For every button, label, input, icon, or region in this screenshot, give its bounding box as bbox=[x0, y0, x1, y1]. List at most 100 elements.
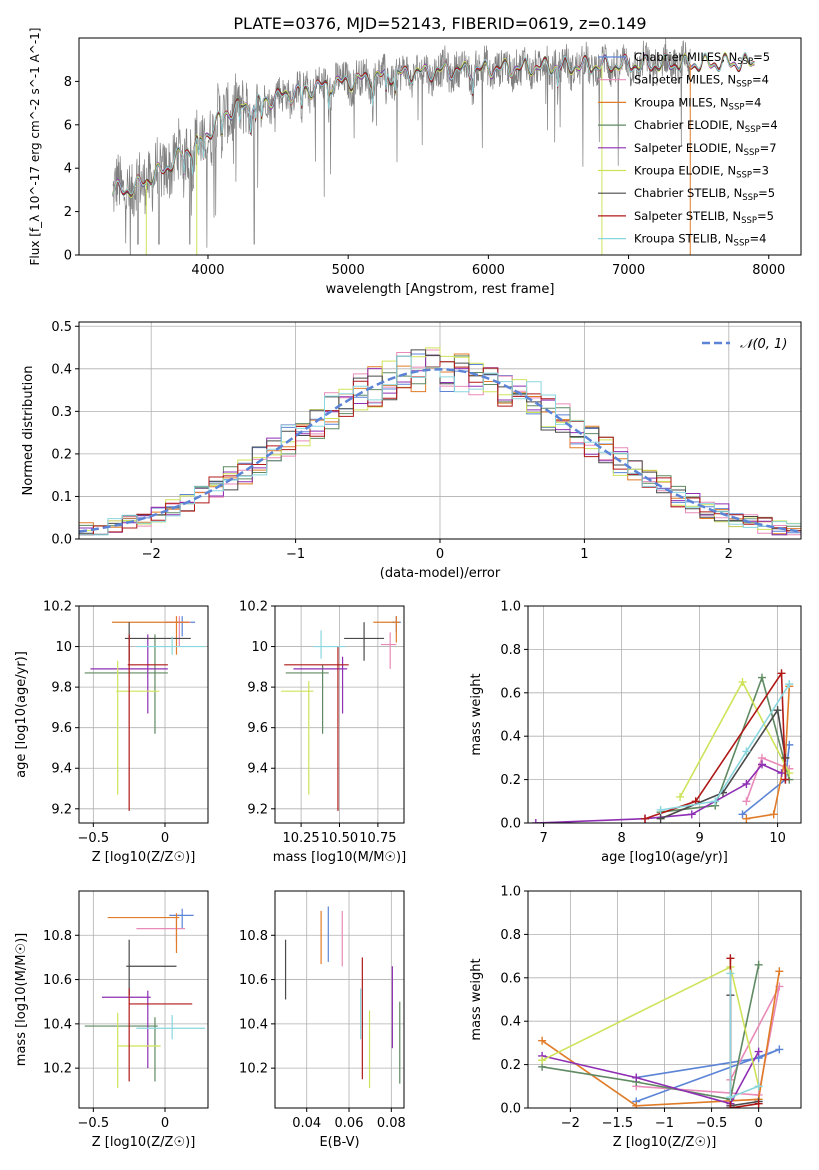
series-marker bbox=[777, 769, 786, 778]
legend-label: Chabrier MILES, NSSP=5 bbox=[634, 50, 770, 67]
series-marker bbox=[632, 1073, 641, 1082]
figure-title: PLATE=0376, MJD=52143, FIBERID=0619, z=0… bbox=[233, 14, 646, 33]
panel-massweight-vs-z: −2 −1.5 −1 −0.5 0 0.0 0.2 0.4 0.6 0.8 1.0 Z [log10(… bbox=[469, 885, 802, 1150]
y-tick-label: 10 bbox=[251, 640, 268, 655]
series-marker bbox=[711, 797, 720, 806]
y-tick-label: 10.2 bbox=[43, 600, 72, 615]
y-axis-label: age [log10(age/yr)] bbox=[14, 651, 29, 778]
y-tick-label: 0.4 bbox=[51, 362, 72, 377]
series-marker bbox=[754, 1047, 763, 1056]
legend-value: =5 bbox=[757, 209, 774, 223]
legend-label: Kroupa STELIB, NSSP=4 bbox=[634, 232, 766, 249]
plot-area bbox=[281, 616, 401, 811]
x-tick-label: 7000 bbox=[612, 263, 645, 278]
series-marker bbox=[758, 760, 766, 769]
series-marker bbox=[758, 673, 766, 682]
series-marker bbox=[742, 779, 751, 788]
axes-frame bbox=[78, 605, 209, 824]
y-tick-label: 0.0 bbox=[500, 817, 521, 832]
series-marker bbox=[775, 967, 784, 976]
legend-subscript: SSP bbox=[741, 216, 757, 226]
residuals-legend: 𝒩(0, 1) bbox=[702, 337, 787, 352]
y-tick-label: 9.2 bbox=[51, 802, 72, 817]
spectrum-data-line bbox=[112, 38, 691, 255]
y-tick-label: 10.4 bbox=[43, 1017, 72, 1032]
legend-label: Chabrier STELIB, NSSP=5 bbox=[634, 186, 775, 203]
legend-label: Salpeter ELODIE, NSSP=7 bbox=[634, 141, 777, 158]
legend-value: =5 bbox=[753, 50, 770, 64]
y-axis-label: Flux [f_λ 10^-17 erg cm^-2 s^-1 A^-1] bbox=[28, 28, 42, 266]
y-tick-label: 10.2 bbox=[239, 1062, 268, 1077]
panel-age-vs-z: −0.5 0 9.2 9.4 9.6 9.8 10 10.2 Z [log10(Z/Z☉)] ag… bbox=[14, 600, 209, 865]
x-axis-label: age [log10(age/yr)] bbox=[601, 850, 728, 865]
legend-label: Chabrier ELODIE, NSSP=4 bbox=[634, 118, 778, 135]
x-tick-label: 0.04 bbox=[292, 1116, 321, 1131]
y-tick-label: 0.2 bbox=[500, 773, 521, 788]
series-marker bbox=[726, 969, 735, 978]
series-marker bbox=[656, 805, 665, 814]
x-tick-label: −1 bbox=[655, 1116, 674, 1131]
y-tick-label: 9.2 bbox=[247, 802, 268, 817]
series-line bbox=[644, 670, 787, 820]
series-marker bbox=[687, 810, 696, 819]
x-axis-label: E(B-V) bbox=[319, 1135, 359, 1150]
series-marker bbox=[538, 1056, 547, 1065]
series-marker bbox=[632, 1101, 641, 1108]
axes-frame bbox=[527, 605, 802, 824]
plot-area bbox=[84, 908, 206, 1089]
legend-subscript: SSP bbox=[734, 239, 750, 249]
x-axis-label: Z [log10(Z/Z☉)] bbox=[92, 1135, 196, 1150]
y-tick-label: 9.6 bbox=[51, 721, 72, 736]
series-line bbox=[541, 971, 781, 1107]
y-tick-label: 0.2 bbox=[51, 447, 72, 462]
y-tick-label: 10.6 bbox=[43, 973, 72, 988]
series-marker bbox=[641, 814, 649, 823]
series-line bbox=[541, 1051, 760, 1105]
y-tick-label: 0.6 bbox=[500, 686, 521, 701]
legend-subscript: SSP bbox=[742, 193, 758, 203]
plot-area bbox=[112, 38, 755, 255]
series-marker bbox=[738, 677, 747, 686]
legend-value: =3 bbox=[752, 164, 769, 178]
y-tick-label: 0.8 bbox=[500, 928, 521, 943]
series-marker bbox=[726, 1104, 735, 1108]
series-marker bbox=[738, 810, 747, 819]
y-tick-label: 9.8 bbox=[51, 681, 72, 696]
y-tick-label: 2 bbox=[64, 205, 72, 220]
y-tick-label: 0.4 bbox=[500, 1015, 521, 1030]
x-tick-label: −2 bbox=[561, 1116, 580, 1131]
series-marker bbox=[775, 1045, 784, 1054]
series-line bbox=[636, 986, 781, 1096]
y-tick-label: 0.0 bbox=[500, 1102, 521, 1117]
y-axis-label: mass weight bbox=[469, 673, 484, 755]
y-axis-label: mass [log10(M/M☉)] bbox=[14, 933, 29, 1066]
y-tick-label: 0.8 bbox=[500, 643, 521, 658]
legend-value: =7 bbox=[760, 141, 777, 155]
y-tick-label: 0.2 bbox=[500, 1058, 521, 1073]
panel-residuals: −2 −1 0 1 2 0.0 0.1 0.2 0.3 0.4 0.5 (data-model)/er… bbox=[21, 320, 802, 581]
gaussian-reference-line bbox=[79, 368, 801, 533]
legend-value: =4 bbox=[752, 73, 769, 87]
y-tick-label: 8 bbox=[64, 75, 72, 90]
x-axis-label: wavelength [Angstrom, rest frame] bbox=[326, 282, 555, 297]
y-tick-label: 10.8 bbox=[239, 929, 268, 944]
y-tick-label: 6 bbox=[64, 118, 72, 133]
legend-value: =4 bbox=[749, 232, 766, 246]
x-tick-label: 0.08 bbox=[377, 1116, 406, 1131]
series-marker bbox=[538, 1036, 547, 1045]
panel-massweight-vs-age: 7 8 9 10 0.0 0.2 0.4 0.6 0.8 1.0 age [log10(age/yr… bbox=[469, 600, 802, 865]
y-tick-label: 9.6 bbox=[247, 721, 268, 736]
series-marker bbox=[742, 797, 751, 806]
y-axis-label: mass weight bbox=[469, 958, 484, 1040]
plot-area bbox=[84, 616, 206, 811]
y-tick-label: 0.0 bbox=[51, 533, 72, 548]
x-axis-label: Z [log10(Z/Z☉)] bbox=[613, 1135, 717, 1150]
x-tick-label: 5000 bbox=[332, 263, 365, 278]
x-tick-label: 10.75 bbox=[359, 831, 396, 846]
x-tick-label: 8000 bbox=[752, 263, 785, 278]
x-tick-label: 10 bbox=[769, 831, 786, 846]
spectrum-legend: Chabrier MILES, NSSP=5 Salpeter MILES, NS… bbox=[598, 50, 778, 249]
x-tick-label: 0 bbox=[161, 831, 169, 846]
